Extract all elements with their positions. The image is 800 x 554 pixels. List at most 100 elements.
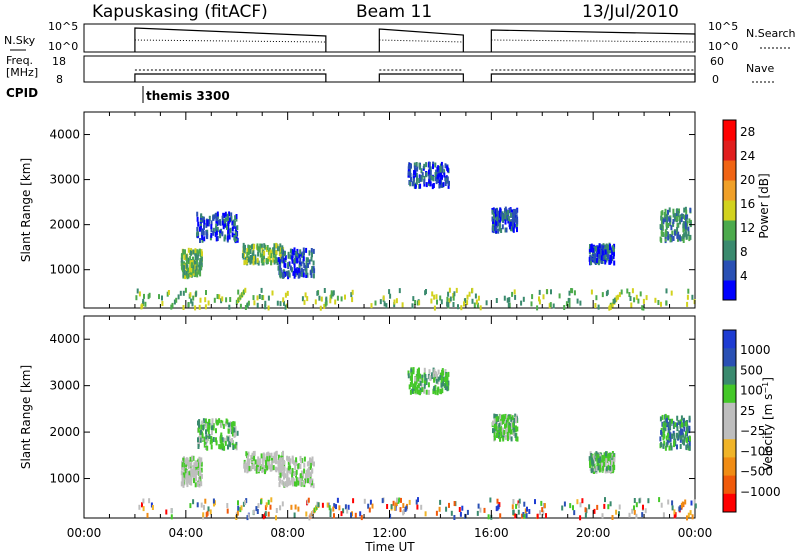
echo-cell [670, 290, 673, 296]
echo-cell [407, 373, 410, 379]
echo-cell [434, 384, 437, 390]
echo-cell [189, 255, 192, 261]
echo-cell [412, 389, 415, 394]
echo-cell [245, 259, 248, 265]
echo-cell [601, 513, 604, 519]
echo-cell [252, 463, 255, 469]
echo-cell [198, 248, 201, 254]
echo-cell [279, 253, 282, 259]
echo-cell [244, 467, 246, 473]
echo-cell [664, 416, 667, 422]
echo-cell [447, 380, 450, 386]
echo-cell [191, 301, 194, 307]
echo-cell [291, 248, 294, 254]
echo-cell [665, 442, 668, 448]
echo-cell [681, 422, 683, 428]
echo-cell [310, 248, 313, 253]
echo-cell [687, 512, 690, 518]
echo-cell [194, 291, 197, 297]
echo-cell [606, 244, 609, 250]
echo-cell [273, 248, 276, 254]
echo-cell [246, 455, 249, 461]
echo-cell [516, 227, 518, 233]
echo-cell [607, 254, 610, 259]
echo-cell [501, 214, 504, 220]
echo-cell [590, 260, 593, 266]
echo-cell [432, 176, 435, 182]
echo-cell [199, 432, 202, 438]
echo-cell [515, 223, 518, 229]
echo-cell [233, 220, 236, 226]
echo-cell [249, 255, 252, 260]
echo-cell [440, 389, 443, 395]
freq-tick-top: 18 [52, 55, 66, 68]
echo-cell [517, 509, 520, 515]
echo-cell [492, 207, 495, 213]
echo-cell [371, 503, 374, 509]
echo-cell [513, 418, 516, 423]
echo-cell [258, 294, 261, 299]
echo-cell [244, 287, 247, 293]
echo-cell [522, 512, 525, 517]
echo-cell [570, 288, 573, 293]
echo-cell [278, 482, 281, 488]
echo-cell [224, 211, 227, 217]
echo-cell [641, 512, 644, 518]
echo-cell [676, 415, 679, 421]
echo-cell [143, 293, 145, 299]
echo-cell [210, 444, 213, 450]
echo-cell [311, 266, 314, 271]
echo-cell [429, 166, 432, 172]
echo-cell [291, 255, 294, 261]
echo-cell [409, 382, 412, 387]
echo-cell [670, 225, 673, 231]
echo-cell [598, 253, 601, 259]
echo-cell [267, 499, 270, 505]
echo-cell [219, 233, 222, 239]
echo-cell [206, 445, 209, 451]
echo-cell [607, 504, 610, 510]
echo-cell [223, 213, 226, 218]
echo-cell [363, 498, 366, 504]
echo-cell [231, 232, 234, 238]
echo-cell [415, 499, 418, 505]
echo-cell [294, 465, 297, 470]
echo-cell [499, 212, 501, 218]
echo-cell [262, 466, 265, 472]
x-axis-label: Time UT [364, 540, 415, 554]
echo-cell [597, 304, 600, 310]
echo-cell [510, 436, 513, 442]
echo-cell [269, 466, 272, 472]
x-tick-label: 16:00 [474, 526, 509, 540]
colorbar-swatch [723, 260, 736, 281]
echo-cell [241, 253, 244, 259]
echo-cell [436, 174, 439, 180]
echo-cell [240, 505, 243, 511]
echo-cell [474, 293, 477, 299]
echo-cell [255, 468, 258, 474]
echo-cell [284, 292, 287, 298]
echo-cell [667, 223, 670, 228]
echo-cell [669, 233, 672, 239]
echo-cell [659, 236, 662, 242]
echo-cell [393, 299, 396, 305]
echo-cell [256, 509, 259, 514]
echo-cell [615, 295, 618, 301]
echo-cell [390, 504, 393, 510]
echo-cell [316, 501, 319, 507]
echo-cell [224, 217, 227, 223]
echo-cell [679, 216, 682, 221]
echo-cell [593, 258, 596, 264]
echo-cell [662, 425, 665, 431]
echo-cell [596, 504, 599, 510]
echo-cell [198, 463, 201, 469]
echo-cell [569, 503, 572, 509]
echo-cell [277, 454, 280, 460]
echo-cell [684, 228, 687, 234]
echo-cell [311, 468, 314, 474]
echo-cell [282, 450, 284, 456]
echo-cell [182, 305, 185, 310]
echo-cell [218, 219, 221, 225]
echo-cell [420, 383, 423, 389]
echo-cell [603, 461, 606, 467]
